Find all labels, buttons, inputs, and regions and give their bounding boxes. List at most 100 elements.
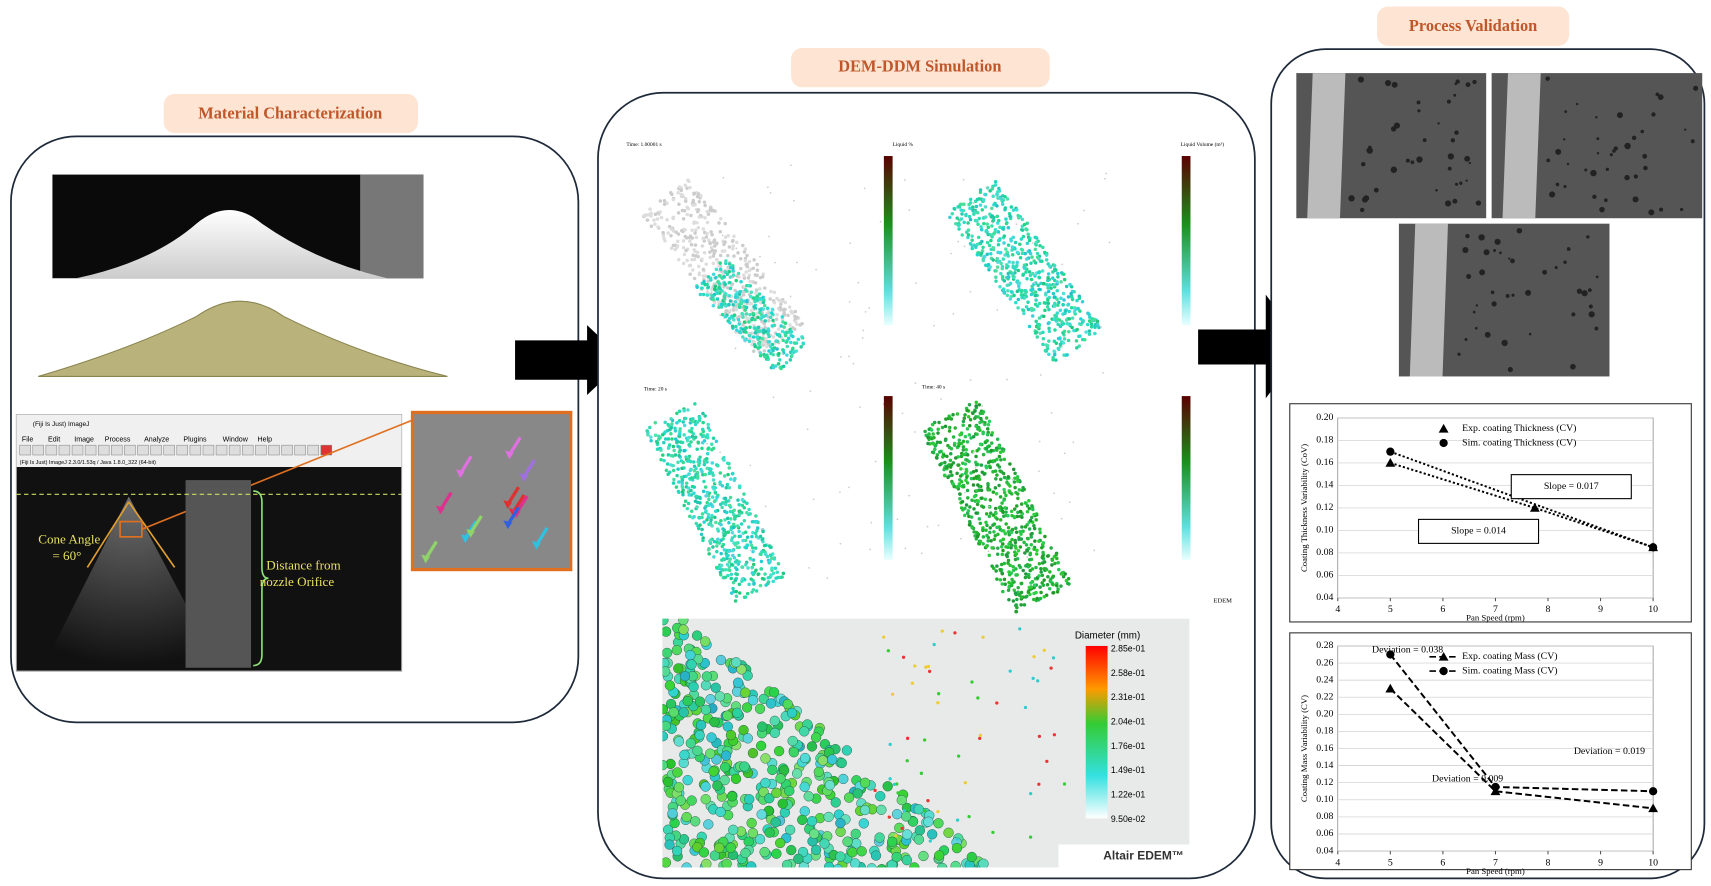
particle	[848, 486, 850, 489]
particle	[749, 279, 753, 284]
particle	[671, 468, 676, 473]
particle	[688, 185, 692, 190]
y-tick-label: 0.12	[1316, 502, 1333, 513]
particle	[764, 552, 768, 557]
particle	[978, 539, 983, 544]
particle	[1020, 525, 1024, 529]
particle	[749, 549, 752, 552]
particle	[984, 544, 989, 549]
particle	[734, 541, 739, 546]
particle	[963, 245, 966, 248]
particle	[758, 534, 763, 539]
particle	[779, 324, 783, 328]
particle	[1021, 529, 1025, 534]
particle	[771, 352, 775, 357]
particle	[733, 578, 738, 583]
particle	[995, 190, 1000, 194]
particle	[988, 526, 993, 530]
particle	[1054, 341, 1059, 346]
particle	[790, 353, 794, 358]
particle	[739, 300, 743, 305]
particle	[958, 478, 962, 482]
particle	[765, 353, 769, 357]
particle	[1087, 332, 1092, 336]
sem-pore	[1511, 293, 1515, 297]
particle	[887, 859, 898, 868]
particle	[682, 775, 693, 786]
particle	[1015, 223, 1018, 225]
sem-pore	[1466, 274, 1472, 279]
particle	[1051, 276, 1055, 280]
particle	[1011, 599, 1016, 603]
particle	[715, 482, 717, 485]
particle	[999, 545, 1004, 549]
colorbar	[1181, 156, 1191, 326]
particle	[956, 837, 960, 841]
annotation: nozzle Orifice	[260, 574, 335, 589]
sem-pore	[1390, 126, 1397, 132]
colorbar	[883, 156, 893, 326]
particle	[1020, 251, 1025, 256]
particle	[771, 571, 776, 576]
particle	[699, 467, 703, 472]
legend-label: Exp. coating Mass (CV)	[1462, 651, 1557, 662]
particle	[708, 241, 712, 245]
particle	[691, 203, 695, 207]
particle	[948, 458, 953, 463]
particle	[685, 212, 689, 217]
particle	[750, 534, 754, 539]
sem-pore	[1655, 92, 1660, 97]
data-point	[1386, 650, 1395, 659]
particle	[761, 528, 764, 531]
particle	[967, 402, 972, 407]
particle	[766, 543, 769, 545]
sem-pore	[1483, 249, 1490, 256]
tool-icon	[84, 444, 97, 456]
x-tick-label: 5	[1388, 857, 1393, 868]
sem-pore	[1468, 161, 1472, 165]
particle	[771, 318, 775, 323]
particle	[817, 755, 828, 766]
particle	[957, 223, 961, 227]
particle	[714, 439, 719, 444]
particle	[783, 333, 788, 338]
x-tick-label: 9	[1598, 604, 1603, 615]
particle	[1018, 514, 1023, 519]
particle	[695, 719, 707, 731]
particle	[1015, 514, 1020, 519]
droplet-arrow	[424, 540, 438, 560]
particle	[693, 243, 698, 247]
particle	[941, 455, 945, 459]
particle	[721, 537, 725, 541]
particle	[749, 543, 754, 547]
particle	[1030, 567, 1035, 571]
menu-item: Image	[74, 436, 94, 444]
particle	[666, 422, 670, 427]
particle	[1002, 561, 1007, 566]
particle	[736, 562, 741, 566]
particle	[972, 494, 977, 499]
particle	[1055, 289, 1059, 293]
particle	[1084, 330, 1088, 334]
particle	[1002, 475, 1007, 480]
particle	[1032, 583, 1037, 587]
particle	[700, 286, 704, 290]
particle	[749, 294, 753, 299]
particle	[959, 467, 963, 471]
particle	[863, 187, 866, 190]
legend-marker	[1438, 651, 1449, 661]
particle	[700, 446, 704, 451]
particle	[1095, 319, 1100, 324]
particle	[756, 315, 760, 320]
particle	[1004, 217, 1008, 221]
particle	[714, 565, 719, 570]
particle	[678, 707, 689, 718]
particle	[722, 548, 727, 552]
particle	[696, 225, 701, 230]
particle	[691, 432, 696, 436]
particle	[735, 567, 739, 572]
particle	[715, 297, 720, 301]
particle	[1018, 242, 1022, 246]
particle	[729, 591, 734, 595]
particle	[827, 754, 838, 765]
